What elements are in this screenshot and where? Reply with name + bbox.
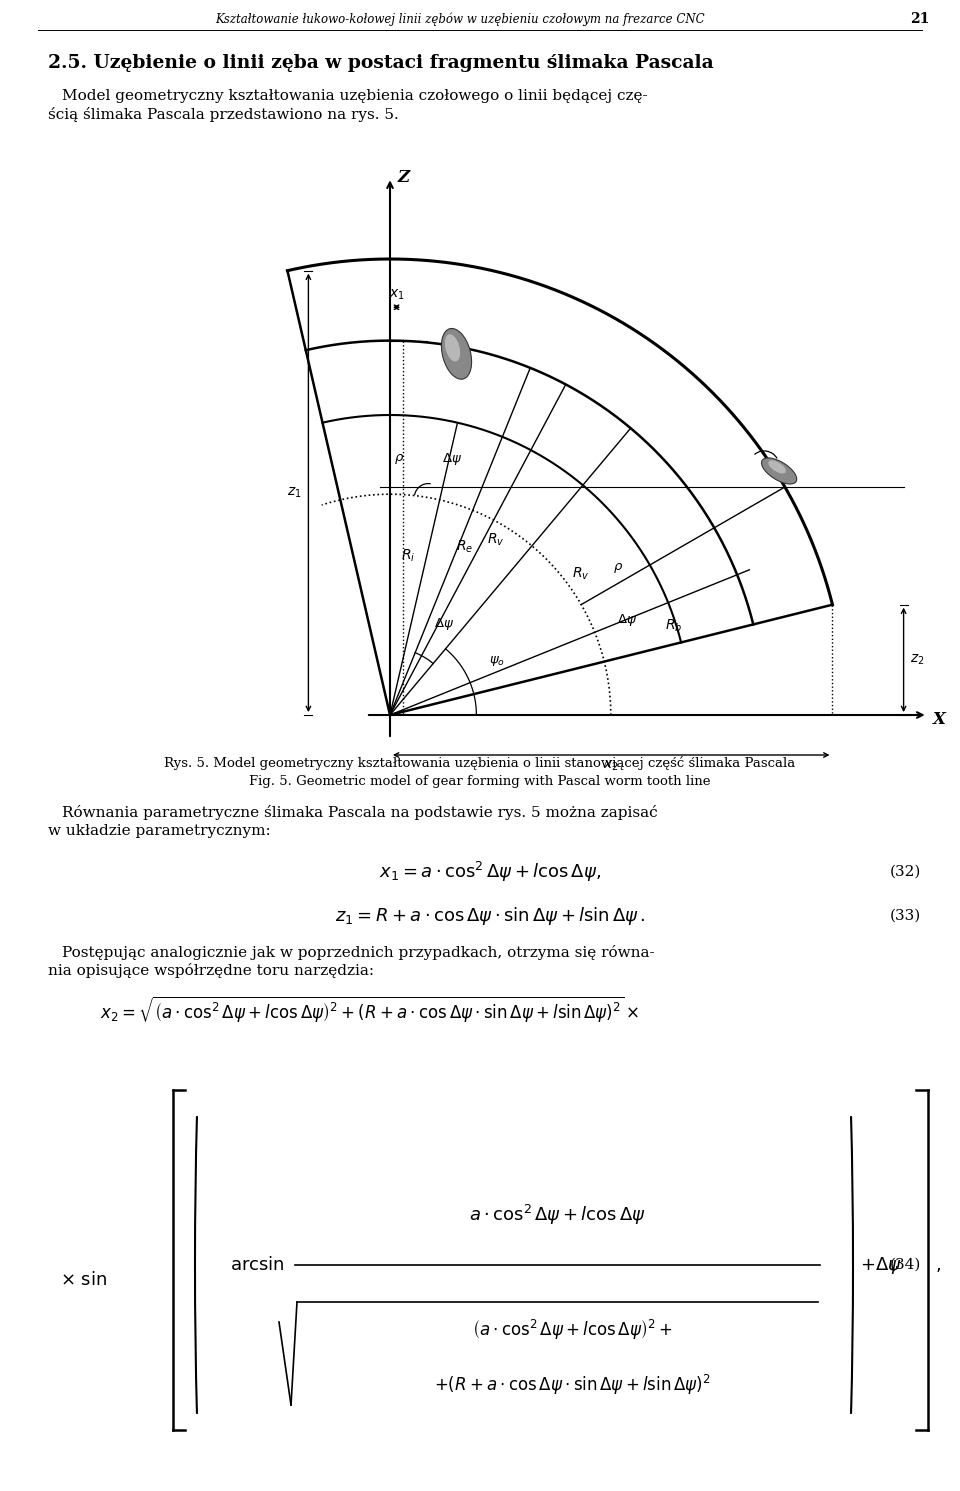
Text: 2.5. Uzębienie o linii zęba w postaci fragmentu ślimaka Pascala: 2.5. Uzębienie o linii zęba w postaci fr… <box>48 54 713 72</box>
Text: $R_v$: $R_v$ <box>487 531 505 547</box>
Text: $R_b$: $R_b$ <box>665 617 683 634</box>
Text: $+ \Delta\psi$: $+ \Delta\psi$ <box>860 1254 901 1275</box>
Text: Równania parametryczne ślimaka Pascala na podstawie rys. 5 można zapisać: Równania parametryczne ślimaka Pascala n… <box>62 805 658 820</box>
Text: $\Delta\psi$: $\Delta\psi$ <box>617 613 637 629</box>
Text: (34): (34) <box>889 1258 921 1272</box>
Text: $\Delta\psi$: $\Delta\psi$ <box>443 452 463 467</box>
Text: $x_1 = a \cdot \cos^2 \Delta\psi + l \cos \Delta\psi,$: $x_1 = a \cdot \cos^2 \Delta\psi + l \co… <box>379 860 601 884</box>
Text: (32): (32) <box>889 865 921 880</box>
Text: $x_2 = \sqrt{\left(a \cdot \cos^2 \Delta\psi + l \cos\Delta\psi\right)^2 + \left: $x_2 = \sqrt{\left(a \cdot \cos^2 \Delta… <box>100 994 639 1026</box>
Text: Model geometryczny kształtowania uzębienia czołowego o linii będącej czę-: Model geometryczny kształtowania uzębien… <box>62 89 648 103</box>
Text: $\rho$: $\rho$ <box>395 452 405 467</box>
Text: w układzie parametrycznym:: w układzie parametrycznym: <box>48 825 271 838</box>
Text: Z: Z <box>398 168 410 186</box>
Ellipse shape <box>442 328 471 379</box>
Ellipse shape <box>444 334 460 361</box>
Text: ścią ślimaka Pascala przedstawiono na rys. 5.: ścią ślimaka Pascala przedstawiono na ry… <box>48 106 398 121</box>
Ellipse shape <box>761 458 797 485</box>
Text: $\rho$: $\rho$ <box>612 561 623 574</box>
Text: $x_1$: $x_1$ <box>389 288 404 301</box>
Text: $+ \left(R + a \cdot \cos \Delta\psi \cdot \sin \Delta\psi + l \sin \Delta\psi\r: $+ \left(R + a \cdot \cos \Delta\psi \cd… <box>434 1373 710 1397</box>
Text: X: X <box>932 711 946 728</box>
Text: Kształtowanie łukowo-kołowej linii zębów w uzębieniu czołowym na frezarce CNC: Kształtowanie łukowo-kołowej linii zębów… <box>215 12 705 25</box>
Text: $z_1$: $z_1$ <box>287 486 301 499</box>
Text: $x_2$: $x_2$ <box>603 759 619 774</box>
Text: $\times\ \sin$: $\times\ \sin$ <box>60 1270 108 1290</box>
Text: 21: 21 <box>910 12 929 25</box>
Text: Rys. 5. Model geometryczny kształtowania uzębienia o linii stanowiącej część śli: Rys. 5. Model geometryczny kształtowania… <box>164 756 796 769</box>
Text: Fig. 5. Geometric model of gear forming with Pascal worm tooth line: Fig. 5. Geometric model of gear forming … <box>250 774 710 787</box>
Text: $,$: $,$ <box>935 1255 941 1273</box>
Text: $R_v$: $R_v$ <box>572 565 589 581</box>
Text: $\left(a \cdot \cos^2 \Delta\psi + l \cos\Delta\psi\right)^2 +$: $\left(a \cdot \cos^2 \Delta\psi + l \co… <box>472 1318 673 1342</box>
Text: $R_i$: $R_i$ <box>401 547 415 564</box>
Text: $\psi_o$: $\psi_o$ <box>489 653 505 668</box>
Text: $\arcsin$: $\arcsin$ <box>230 1255 284 1273</box>
Text: (33): (33) <box>889 910 921 923</box>
Text: $z_2$: $z_2$ <box>910 653 924 666</box>
Text: nia opisujące współrzędne toru narzędzia:: nia opisujące współrzędne toru narzędzia… <box>48 963 374 978</box>
Text: $z_1 = R + a \cdot \cos \Delta\psi \cdot \sin \Delta\psi + l \sin \Delta\psi\,.$: $z_1 = R + a \cdot \cos \Delta\psi \cdot… <box>335 905 645 927</box>
Text: $a \cdot \cos^2 \Delta\psi + l \cos \Delta\psi$: $a \cdot \cos^2 \Delta\psi + l \cos \Del… <box>469 1203 646 1227</box>
Ellipse shape <box>768 461 786 474</box>
Text: Postępując analogicznie jak w poprzednich przypadkach, otrzyma się równa-: Postępując analogicznie jak w poprzednic… <box>62 945 655 960</box>
Text: $\Delta\psi$: $\Delta\psi$ <box>434 616 454 632</box>
Text: $R_e$: $R_e$ <box>456 538 473 555</box>
